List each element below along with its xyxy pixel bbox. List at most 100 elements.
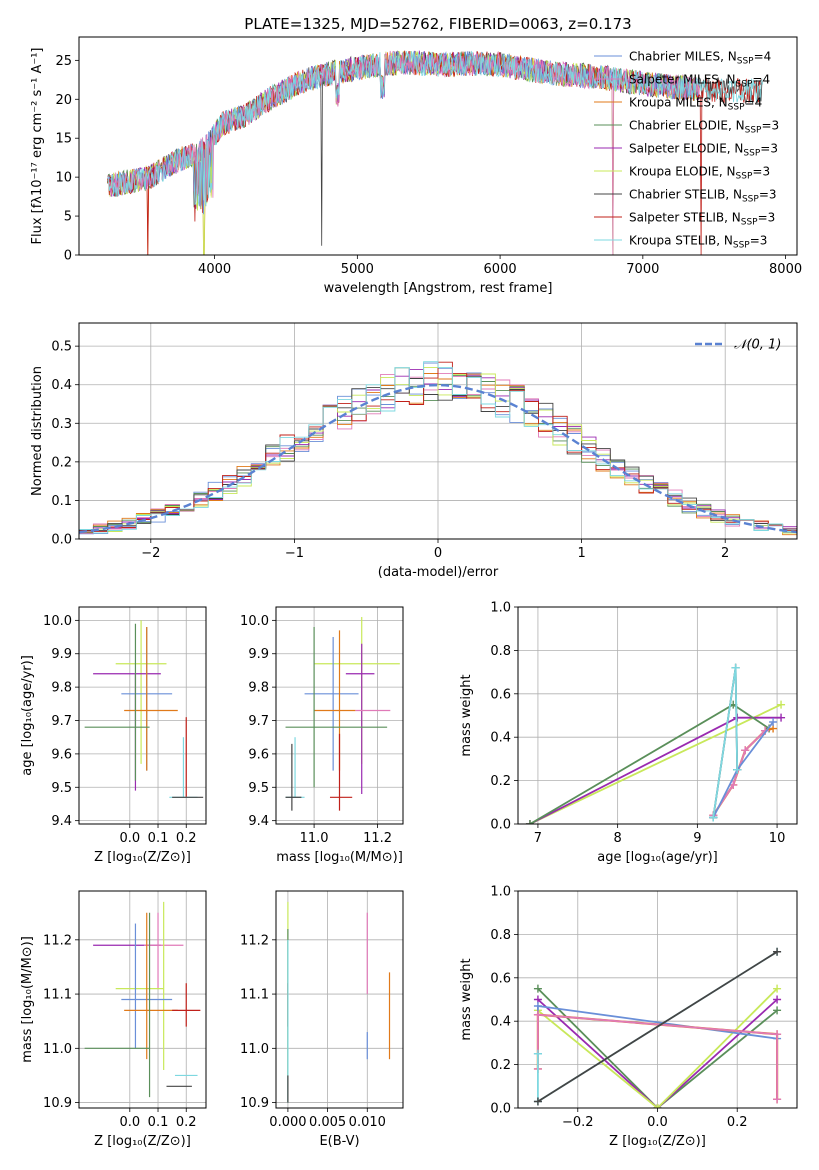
mass-weight-line: [537, 987, 778, 1108]
spectrum-line: [107, 50, 700, 255]
axes-frame: [78, 36, 798, 256]
legend-label-sub: SSP: [728, 103, 745, 113]
x-tick-label: 8000: [769, 262, 802, 277]
errorbar-point: [124, 627, 178, 771]
axes-frame: [78, 890, 207, 1109]
plus-marker: [773, 947, 782, 956]
errorbar-point: [115, 901, 165, 1071]
plus-marker: [533, 1049, 542, 1058]
y-tick-label: 10.9: [240, 1096, 269, 1111]
x-tick-label: 0.0: [119, 831, 140, 846]
legend-label-sub: SSP: [736, 80, 753, 90]
x-tick-label: 0.2: [727, 1115, 748, 1130]
plus-marker: [731, 663, 740, 672]
legend-label-sub: SSP: [736, 172, 753, 182]
plot-area: [107, 50, 764, 255]
axes-frame: [275, 890, 404, 1109]
x-tick-label: 0.0: [647, 1115, 668, 1130]
y-tick-label: 0.2: [490, 1058, 511, 1073]
legend-label-sub: SSP: [743, 149, 760, 159]
panel-mass-EBV: 0.000 0.005 0.010 10.9 11.0 11.1 11.2 E(B-V): [240, 890, 404, 1149]
y-tick-label: 0.0: [51, 533, 72, 548]
errorbar-point: [115, 620, 167, 764]
y-tick-label: 9.6: [248, 747, 269, 762]
axes-frame: [517, 890, 798, 1109]
legend-label-text: Kroupa ELODIE, N: [629, 165, 736, 179]
errorbar-point: [169, 737, 198, 798]
y-tick-label: 0.3: [51, 417, 72, 432]
y-tick-label: 0.2: [51, 455, 72, 470]
plus-marker: [741, 746, 750, 755]
y-tick-label: 0.4: [490, 1015, 511, 1030]
y-tick-label: 11.2: [240, 933, 269, 948]
plus-marker: [773, 1030, 782, 1039]
legend-label-text: Chabrier MILES, N: [629, 50, 737, 64]
y-tick-label: 0.0: [490, 818, 511, 833]
legend-label-text: Salpeter STELIB, N: [629, 211, 741, 225]
y-axis-label: mass weight: [459, 674, 474, 756]
legend-label-sub: SSP: [733, 241, 750, 251]
y-tick-label: 9.9: [51, 647, 72, 662]
errorbar-point: [84, 912, 151, 1098]
errorbar-point: [93, 673, 161, 791]
y-tick-label: 5: [64, 210, 72, 225]
y-tick-label: 9.8: [248, 681, 269, 696]
y-tick-label: 0.0: [490, 1102, 511, 1117]
plot-area: [79, 891, 206, 1108]
legend-label-sub: SSP: [742, 195, 759, 205]
plot-area: [276, 607, 403, 824]
legend-label: Salpeter STELIB, NSSP=3: [629, 211, 775, 228]
mass-weight-line: [537, 1013, 778, 1100]
y-tick-label: 25: [55, 54, 72, 69]
plus-marker: [773, 984, 782, 993]
errorbar-point: [329, 733, 353, 811]
legend-label-tail: =4: [754, 50, 772, 64]
legend-label: Chabrier MILES, NSSP=4: [629, 50, 771, 67]
y-tick-label: 0.2: [490, 774, 511, 789]
x-tick-label: 8: [614, 831, 622, 846]
legend-label: Kroupa MILES, NSSP=4: [629, 96, 762, 113]
errorbar-point: [285, 627, 388, 788]
x-tick-label: 6000: [484, 262, 517, 277]
x-tick-label: 0.010: [349, 1115, 386, 1130]
y-axis-label: mass [log₁₀(M/M⊙)]: [20, 936, 35, 1063]
plus-marker: [773, 1095, 782, 1104]
figure-title: PLATE=1325, MJD=52762, FIBERID=0063, z=0…: [244, 15, 631, 33]
mass-weight-line: [537, 951, 778, 1103]
panel-residuals: −2 −1 0 1 2 0.0 0.1 0.2 0.3 0.4 0.5 (data-model)/er…: [30, 322, 798, 580]
x-tick-label: 0.1: [148, 1115, 169, 1130]
x-tick-label: 7: [534, 831, 542, 846]
legend-label-sub: SSP: [745, 126, 762, 136]
legend-label-text: Chabrier ELODIE, N: [629, 119, 745, 133]
histogram-line: [79, 361, 797, 539]
x-tick-label: 11.2: [363, 831, 392, 846]
legend-label: Chabrier ELODIE, NSSP=3: [629, 119, 779, 136]
mass-weight-line: [537, 998, 778, 1108]
y-tick-label: 0.6: [490, 687, 511, 702]
plus-marker: [533, 984, 542, 993]
x-tick-label: 10: [769, 831, 786, 846]
x-axis-label: E(B-V): [319, 1134, 359, 1149]
legend-label-sub: SSP: [741, 218, 758, 228]
plus-marker: [533, 1002, 542, 1011]
y-tick-label: 9.5: [248, 781, 269, 796]
legend-label-tail: =4: [752, 73, 770, 87]
legend-label-text: Kroupa STELIB, N: [629, 234, 733, 248]
y-tick-label: 0.8: [490, 928, 511, 943]
legend-label: Chabrier STELIB, NSSP=3: [629, 188, 777, 205]
legend-label-tail: =4: [745, 96, 763, 110]
x-axis-label: (data-model)/error: [378, 565, 499, 580]
x-tick-label: 0.005: [309, 1115, 346, 1130]
mass-weight-line: [529, 716, 782, 824]
errorbar-point: [314, 617, 400, 764]
legend-label-text: Kroupa MILES, N: [629, 96, 728, 110]
x-tick-label: 0.2: [176, 831, 197, 846]
x-axis-label: age [log₁₀(age/yr)]: [597, 850, 718, 865]
plot-area: [518, 607, 797, 824]
x-tick-label: 0: [434, 546, 442, 561]
errorbar-point: [84, 623, 150, 781]
y-axis-label: Flux [fλ10⁻¹⁷ erg cm⁻² s⁻¹ A⁻¹]: [30, 48, 45, 245]
errorbar-point: [172, 983, 201, 1027]
y-tick-label: 9.7: [248, 714, 269, 729]
y-tick-label: 0: [64, 249, 72, 264]
